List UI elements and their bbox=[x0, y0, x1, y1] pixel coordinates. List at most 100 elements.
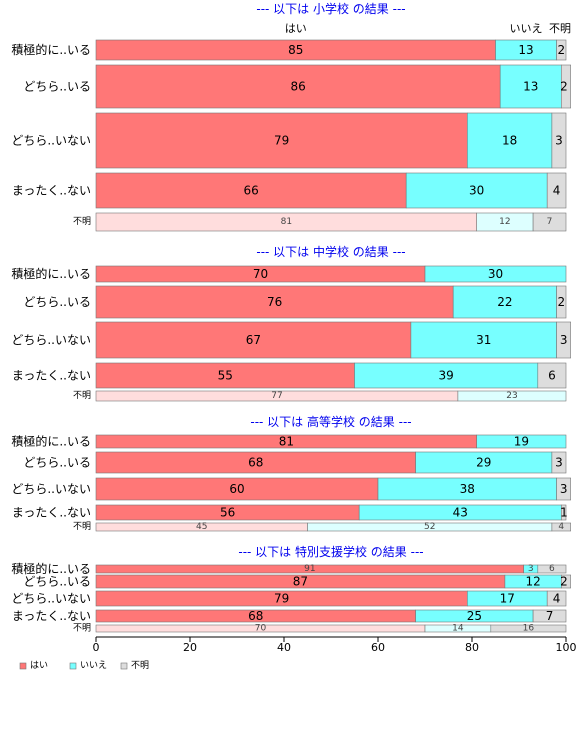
x-axis: 0 20 40 60 80 100 bbox=[93, 636, 577, 654]
data-label: 29 bbox=[476, 456, 491, 470]
bar-segment-unknown bbox=[532, 212, 567, 232]
data-label: 4 bbox=[553, 184, 561, 198]
data-label: 4 bbox=[553, 592, 561, 606]
bar-segment-no bbox=[354, 362, 539, 389]
bar-segment-unknown bbox=[560, 504, 567, 521]
data-label: 31 bbox=[476, 333, 491, 347]
bar-row: まったく..ない 56 43 1 bbox=[12, 504, 568, 521]
bar-segment-unknown bbox=[546, 172, 567, 209]
x-tick-label: 0 bbox=[93, 641, 100, 654]
bar-segment-yes bbox=[95, 285, 454, 319]
bar-row: どちら..いる 87 12 2 bbox=[23, 575, 571, 589]
bar-segment-unknown bbox=[551, 451, 567, 474]
bar-row: 不明 45 52 4 bbox=[73, 521, 572, 532]
bar-segment-no bbox=[499, 64, 562, 109]
bar-row: どちら..いない 79 18 3 bbox=[11, 112, 567, 169]
data-label: 17 bbox=[500, 592, 515, 606]
row-label: どちら..いる bbox=[23, 456, 91, 470]
x-tick-label: 100 bbox=[556, 641, 577, 654]
bar-segment-unknown bbox=[551, 112, 567, 169]
panel-3: --- 以下は 高等学校 の結果 --- 積極的に..いる 81 19 どちら..いる 6… bbox=[11, 414, 572, 532]
bar-segment-unknown bbox=[490, 624, 567, 633]
bar-segment-unknown bbox=[551, 522, 572, 532]
data-label: 55 bbox=[218, 369, 233, 383]
panel-1: --- 以下は 小学校 の結果 ---積極的に..いる 85 13 2はい いいえ 不明ど… bbox=[11, 1, 571, 232]
data-label: 85 bbox=[288, 43, 303, 57]
data-label: 81 bbox=[279, 435, 294, 449]
data-label: 91 bbox=[304, 564, 315, 574]
bar-segment-no bbox=[424, 265, 567, 283]
legend: はい いいえ 不明 bbox=[19, 660, 149, 671]
bar-row: 積極的に..いる 81 19 bbox=[11, 434, 567, 449]
bar-segment-unknown bbox=[546, 590, 567, 607]
bar-segment-unknown bbox=[537, 362, 567, 389]
data-label: 12 bbox=[525, 575, 540, 589]
data-label: 7 bbox=[546, 609, 554, 623]
data-label: 18 bbox=[502, 134, 517, 148]
bar-row: どちら..いる 68 29 3 bbox=[23, 451, 567, 474]
data-label: 68 bbox=[248, 456, 263, 470]
data-label: 86 bbox=[290, 80, 305, 94]
panel-title: --- 以下は 小学校 の結果 --- bbox=[256, 1, 405, 16]
bar-segment-yes bbox=[95, 112, 468, 169]
bar-segment-yes bbox=[95, 172, 407, 209]
data-label: 22 bbox=[497, 295, 512, 309]
bar-row: まったく..ない 66 30 4 bbox=[12, 172, 567, 209]
row-label: 不明 bbox=[73, 390, 91, 401]
data-label: 52 bbox=[424, 522, 435, 532]
x-tick-label: 20 bbox=[183, 641, 197, 654]
data-label: 7 bbox=[547, 217, 553, 227]
row-label: 不明 bbox=[73, 623, 91, 634]
data-label: 3 bbox=[555, 456, 563, 470]
row-label: まったく..ない bbox=[12, 369, 91, 383]
data-label: 1 bbox=[560, 506, 568, 520]
panel-title: --- 以下は 中学校 の結果 --- bbox=[256, 244, 405, 259]
bar-segment-unknown bbox=[556, 39, 567, 61]
data-label: 3 bbox=[528, 564, 534, 574]
data-label: 3 bbox=[555, 134, 563, 148]
panel-4: --- 以下は 特別支援学校 の結果 ---積極的に..いる 91 3 6どちら..い… bbox=[11, 544, 571, 634]
row-label: どちら..いない bbox=[11, 592, 91, 606]
bar-row: 不明 77 23 bbox=[73, 390, 567, 402]
data-label: 3 bbox=[560, 482, 568, 496]
legend-label: いいえ bbox=[80, 660, 107, 671]
data-label: 70 bbox=[255, 624, 267, 634]
data-label: 4 bbox=[558, 522, 564, 532]
row-label: どちら..いない bbox=[11, 134, 91, 148]
bar-row: まったく..ない 55 39 6 bbox=[12, 362, 567, 389]
data-label: 30 bbox=[469, 184, 484, 198]
bar-segment-no bbox=[457, 390, 567, 402]
row-label: 積極的に..いる bbox=[11, 266, 91, 281]
bar-segment-unknown bbox=[556, 321, 571, 359]
bar-row: まったく..ない 68 25 7 bbox=[12, 609, 567, 623]
data-label: 16 bbox=[523, 624, 535, 634]
data-label: 6 bbox=[549, 564, 555, 574]
data-label: 56 bbox=[220, 506, 235, 520]
row-label: どちら..いる bbox=[23, 575, 91, 589]
row-label: 積極的に..いる bbox=[11, 434, 91, 449]
column-header: はい bbox=[285, 22, 307, 35]
data-label: 70 bbox=[253, 267, 268, 281]
panel-title: --- 以下は 特別支援学校 の結果 --- bbox=[238, 544, 423, 559]
bar-row: 積極的に..いる 85 13 2 bbox=[11, 39, 567, 61]
legend-label: はい bbox=[30, 660, 48, 671]
data-label: 77 bbox=[271, 391, 282, 401]
bar-row: どちら..いる 76 22 2 bbox=[23, 285, 567, 319]
bar-row: どちら..いない 67 31 3 bbox=[11, 321, 571, 359]
bar-row: 積極的に..いる 70 30 bbox=[11, 265, 567, 283]
legend-swatch-yes bbox=[19, 662, 27, 670]
column-header: いいえ bbox=[510, 22, 543, 35]
bar-row: どちら..いない 79 17 4 bbox=[11, 590, 567, 607]
data-label: 2 bbox=[560, 80, 568, 94]
bar-segment-unknown bbox=[560, 64, 571, 109]
legend-label: 不明 bbox=[131, 660, 149, 671]
row-label: どちら..いる bbox=[23, 295, 91, 309]
panel-2: --- 以下は 中学校 の結果 --- 積極的に..いる 70 30 どちら..いる 76… bbox=[11, 244, 571, 402]
data-label: 2 bbox=[557, 295, 565, 309]
panel-title: --- 以下は 高等学校 の結果 --- bbox=[250, 414, 411, 429]
row-label: どちら..いない bbox=[11, 333, 91, 347]
data-label: 2 bbox=[557, 43, 565, 57]
row-label: 積極的に..いる bbox=[11, 42, 91, 57]
row-label: まったく..ない bbox=[12, 184, 91, 198]
